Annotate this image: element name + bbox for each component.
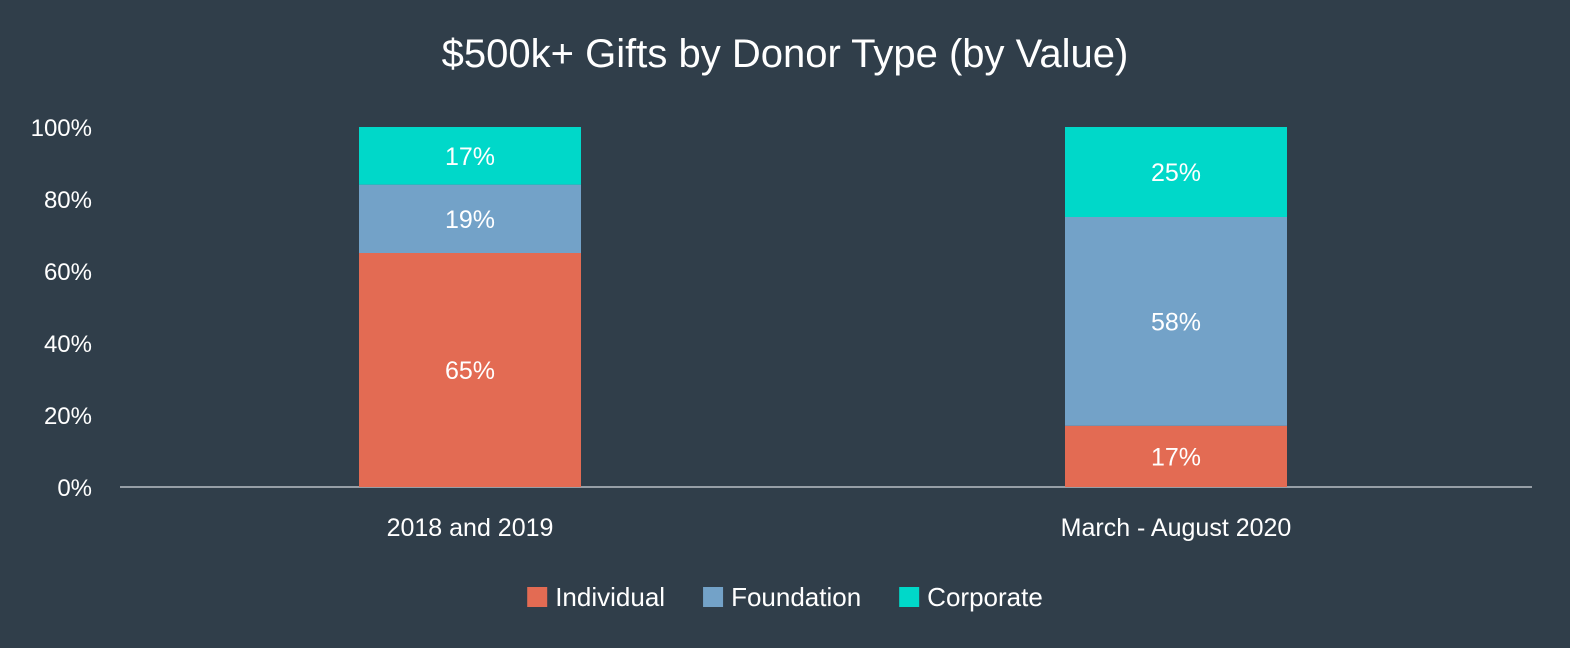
data-label: 19% bbox=[445, 206, 495, 234]
legend-swatch bbox=[527, 587, 548, 607]
legend-item: Corporate bbox=[899, 582, 1043, 612]
x-category-label: 2018 and 2019 bbox=[387, 514, 554, 542]
legend-label: Individual bbox=[555, 582, 665, 612]
legend-item: Foundation bbox=[703, 582, 861, 612]
y-tick-label: 60% bbox=[44, 259, 92, 286]
bar-stack: 65% 19% 17% bbox=[359, 127, 581, 487]
data-label: 17% bbox=[445, 143, 495, 171]
data-label: 65% bbox=[445, 357, 495, 385]
y-tick-label: 80% bbox=[44, 187, 92, 214]
x-category-label: March - August 2020 bbox=[1061, 514, 1292, 542]
y-axis: 0% 20% 40% 60% 80% 100% bbox=[31, 115, 92, 502]
legend-swatch bbox=[703, 587, 724, 607]
y-tick-label: 100% bbox=[31, 115, 92, 142]
bar-segment-individual bbox=[359, 253, 581, 487]
bar-segment-corporate bbox=[359, 127, 581, 185]
data-label: 17% bbox=[1151, 443, 1201, 471]
legend-label: Foundation bbox=[731, 582, 861, 612]
data-label: 25% bbox=[1151, 159, 1201, 187]
y-tick-label: 20% bbox=[44, 403, 92, 430]
bar-segment-foundation bbox=[359, 184, 581, 253]
legend: Individual Foundation Corporate bbox=[527, 582, 1043, 612]
legend-label: Corporate bbox=[927, 582, 1043, 612]
x-axis: 2018 and 2019 March - August 2020 bbox=[387, 514, 1292, 542]
bar-stack: 17% 58% 25% bbox=[1065, 127, 1287, 487]
bars-group: 65% 19% 17% 17% 58% 25% bbox=[359, 127, 1287, 487]
chart-title: $500k+ Gifts by Donor Type (by Value) bbox=[442, 32, 1129, 76]
legend-item: Individual bbox=[527, 582, 665, 612]
bar-segment-foundation bbox=[1065, 217, 1287, 426]
bar-segment-individual bbox=[1065, 425, 1287, 487]
bar-segment-corporate bbox=[1065, 127, 1287, 217]
y-tick-label: 40% bbox=[44, 331, 92, 358]
data-label: 58% bbox=[1151, 308, 1201, 336]
legend-swatch bbox=[899, 587, 920, 607]
y-tick-label: 0% bbox=[57, 475, 92, 502]
